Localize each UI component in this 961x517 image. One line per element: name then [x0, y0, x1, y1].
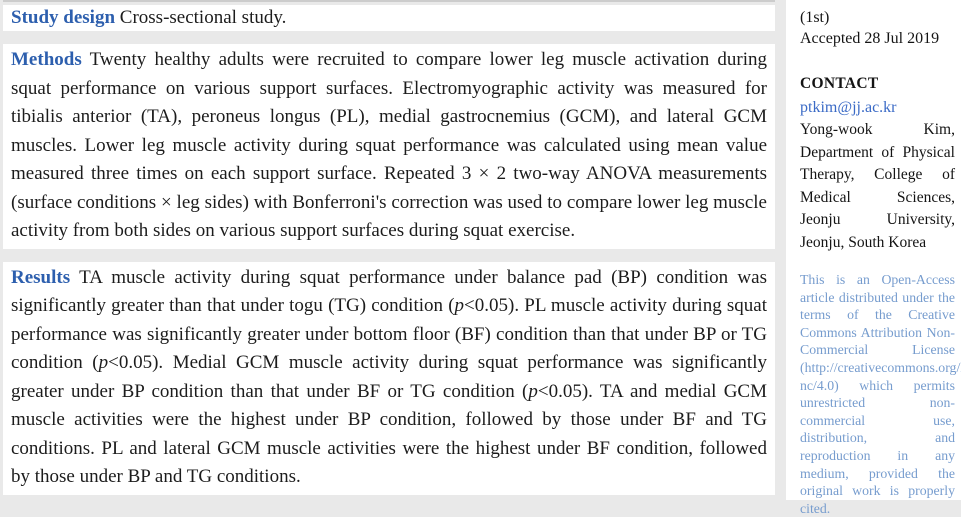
page-crop-artifact-strip — [3, 0, 775, 2]
article-info-sidebar: (1st) Accepted 28 Jul 2019 CONTACT ptkim… — [786, 0, 961, 516]
open-access-license-note: This is an Open-Access article distribut… — [800, 272, 961, 516]
contact-heading: CONTACT — [800, 75, 879, 92]
abstract-main-column: Study design Cross-sectional study. Meth… — [3, 0, 775, 495]
contact-address: Yong-wook Kim, Department of Physical Th… — [800, 121, 955, 251]
paragraph-study-design: Study design Cross-sectional study. — [3, 5, 775, 31]
section-label-methods: Methods — [11, 49, 82, 70]
section-label-study-design: Study design — [11, 7, 116, 28]
section-label-results: Results — [11, 266, 71, 288]
methods-text: Twenty healthy adults were recruited to … — [11, 49, 767, 241]
study-design-text: Cross-sectional study. — [119, 7, 287, 28]
contact-email-link[interactable]: ptkim@jj.ac.kr — [800, 99, 897, 116]
paragraph-methods: Methods Twenty healthy adults were recru… — [3, 44, 775, 249]
results-text: TA muscle activity during squat performa… — [11, 266, 767, 488]
history-accepted-date: Accepted 28 Jul 2019 — [800, 30, 940, 47]
paragraph-results: Results TA muscle activity during squat … — [3, 261, 775, 495]
history-revision-note: (1st) — [800, 9, 830, 26]
